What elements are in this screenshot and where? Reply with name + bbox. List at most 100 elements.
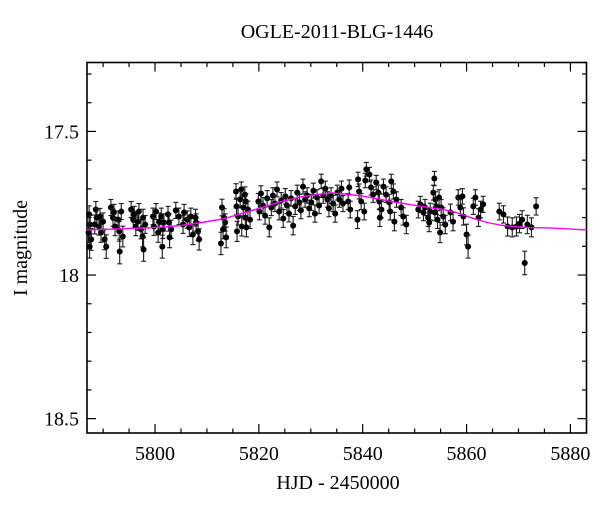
data-point [465,243,472,250]
data-point [366,171,373,178]
data-point [318,178,325,185]
x-axis-label: HJD - 2450000 [276,472,399,494]
data-point [459,193,466,200]
data-point [354,216,361,223]
data-point [375,189,382,196]
data-point [383,191,390,198]
data-point [166,219,173,226]
data-point [519,216,526,223]
x-tick-label: 5800 [135,443,175,465]
data-point [336,196,343,203]
x-tick-label: 5880 [550,443,590,465]
data-point [241,191,248,198]
data-point [472,194,479,201]
data-point [111,209,117,216]
data-point [217,240,224,247]
data-point [85,229,92,236]
data-point [181,209,188,216]
data-point [332,210,339,217]
data-point [243,224,250,231]
data-point [234,228,241,235]
data-point [196,236,203,243]
data-point [370,191,377,198]
data-point [220,226,227,233]
data-point [276,208,283,215]
data-point [415,206,422,213]
data-point [233,188,240,195]
data-point [388,178,395,185]
data-point [86,243,93,250]
data-point [477,206,484,213]
data-point [300,183,306,190]
y-axis-label: I magnitude [10,200,32,296]
data-point [346,184,353,191]
data-point [430,189,437,196]
y-tick-label: 18 [59,265,79,287]
axes-layer: 5800 5820 5840 5860 5880 17.5 18 18.5 [44,61,590,465]
data-point [380,183,387,190]
data-point [390,188,397,195]
data-point [222,219,229,226]
data-point [376,214,383,221]
data-point [186,224,193,231]
data-point [308,199,315,206]
data-point [533,203,540,210]
data-point [339,200,346,207]
data-point [403,221,410,228]
data-point [262,212,269,219]
data-point [368,184,375,191]
data-point [192,214,199,221]
y-tick-label: 17.5 [44,121,79,143]
data-point [450,218,457,225]
data-point [391,218,398,225]
data-point [355,176,362,183]
data-point [189,231,196,238]
data-point [165,211,171,218]
data-point [480,201,487,208]
data-point [257,190,264,197]
data-point [280,215,287,222]
data-point [393,196,400,203]
data-point [139,233,146,240]
data-series-layer [85,161,587,276]
data-point [116,248,123,255]
data-point [310,187,317,194]
data-point [92,206,99,213]
data-point [187,213,194,220]
data-point [158,213,165,220]
data-point [119,233,126,240]
data-point [118,208,125,215]
data-point [150,223,157,230]
data-point [142,221,149,228]
data-point [362,177,369,184]
data-point [290,222,297,229]
data-point [100,218,107,225]
model-curve [86,192,587,231]
x-tick-label: 5820 [239,443,279,465]
data-point [264,195,271,202]
data-point [172,207,179,214]
data-point [86,211,93,218]
data-point [322,185,329,192]
data-point [373,179,380,186]
data-point [155,229,162,236]
data-point [500,211,507,218]
x-tick-label: 5840 [343,443,383,465]
data-point [426,219,433,226]
data-point [274,186,281,193]
chart-title: OGLE-2011-BLG-1446 [241,21,434,43]
data-point [175,213,182,220]
x-tick-label: 5860 [447,443,487,465]
data-point [266,224,273,231]
data-point [431,175,438,182]
data-point [223,234,230,241]
data-point [159,243,166,250]
data-point [135,208,142,215]
data-point [311,210,318,217]
data-point [116,228,123,235]
data-point [153,208,160,215]
data-point [437,229,444,236]
y-tick-label: 18.5 [44,409,79,431]
